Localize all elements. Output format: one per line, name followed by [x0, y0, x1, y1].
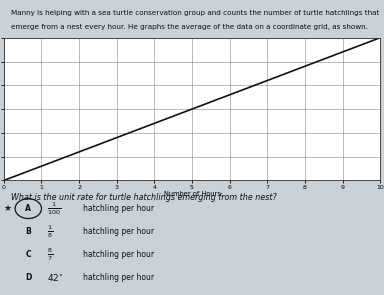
Text: hatchling per hour: hatchling per hour — [83, 273, 154, 282]
Text: $\mathregular{\frac{1}{100}}$: $\mathregular{\frac{1}{100}}$ — [47, 200, 61, 217]
Text: B: B — [25, 227, 31, 236]
X-axis label: Number of Hours: Number of Hours — [164, 191, 220, 197]
Text: What is the unit rate for turtle hatchlings emerging from the nest?: What is the unit rate for turtle hatchli… — [12, 193, 277, 202]
Text: hatchling per hour: hatchling per hour — [83, 250, 154, 259]
Text: ★: ★ — [4, 204, 12, 213]
Text: hatchling per hour: hatchling per hour — [83, 204, 154, 213]
Text: $\mathregular{\frac{1}{8}}$: $\mathregular{\frac{1}{8}}$ — [47, 223, 53, 240]
Text: emerge from a nest every hour. He graphs the average of the data on a coordinate: emerge from a nest every hour. He graphs… — [12, 24, 368, 30]
Text: C: C — [25, 250, 31, 259]
Text: D: D — [25, 273, 31, 282]
Text: $\mathregular{42^{\circ}}$: $\mathregular{42^{\circ}}$ — [47, 272, 64, 283]
Text: hatchling per hour: hatchling per hour — [83, 227, 154, 236]
Text: A: A — [25, 204, 31, 213]
Text: Manny is helping with a sea turtle conservation group and counts the number of t: Manny is helping with a sea turtle conse… — [12, 10, 380, 16]
Text: $\mathregular{\frac{8}{7}}$: $\mathregular{\frac{8}{7}}$ — [47, 246, 53, 263]
